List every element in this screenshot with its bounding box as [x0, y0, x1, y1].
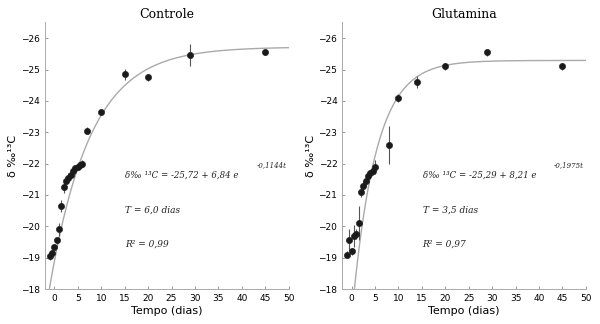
Y-axis label: δ ‰¹³C: δ ‰¹³C	[8, 135, 19, 177]
Text: T = 6,0 dias: T = 6,0 dias	[125, 205, 181, 214]
Text: R² = 0,99: R² = 0,99	[125, 240, 169, 249]
Text: δ‰ ¹³C = -25,29 + 8,21 e: δ‰ ¹³C = -25,29 + 8,21 e	[422, 171, 536, 180]
Title: Glutamina: Glutamina	[431, 8, 497, 21]
X-axis label: Tempo (dias): Tempo (dias)	[131, 306, 203, 316]
Text: T = 3,5 dias: T = 3,5 dias	[422, 205, 478, 214]
X-axis label: Tempo (dias): Tempo (dias)	[428, 306, 500, 316]
Text: δ‰ ¹³C = -25,72 + 6,84 e: δ‰ ¹³C = -25,72 + 6,84 e	[125, 171, 239, 180]
Text: -0,1144t: -0,1144t	[256, 161, 286, 169]
Text: R² = 0,97: R² = 0,97	[422, 240, 466, 249]
Title: Controle: Controle	[139, 8, 194, 21]
Y-axis label: δ ‰¹³C: δ ‰¹³C	[305, 135, 316, 177]
Text: -0,1975t: -0,1975t	[553, 161, 583, 169]
